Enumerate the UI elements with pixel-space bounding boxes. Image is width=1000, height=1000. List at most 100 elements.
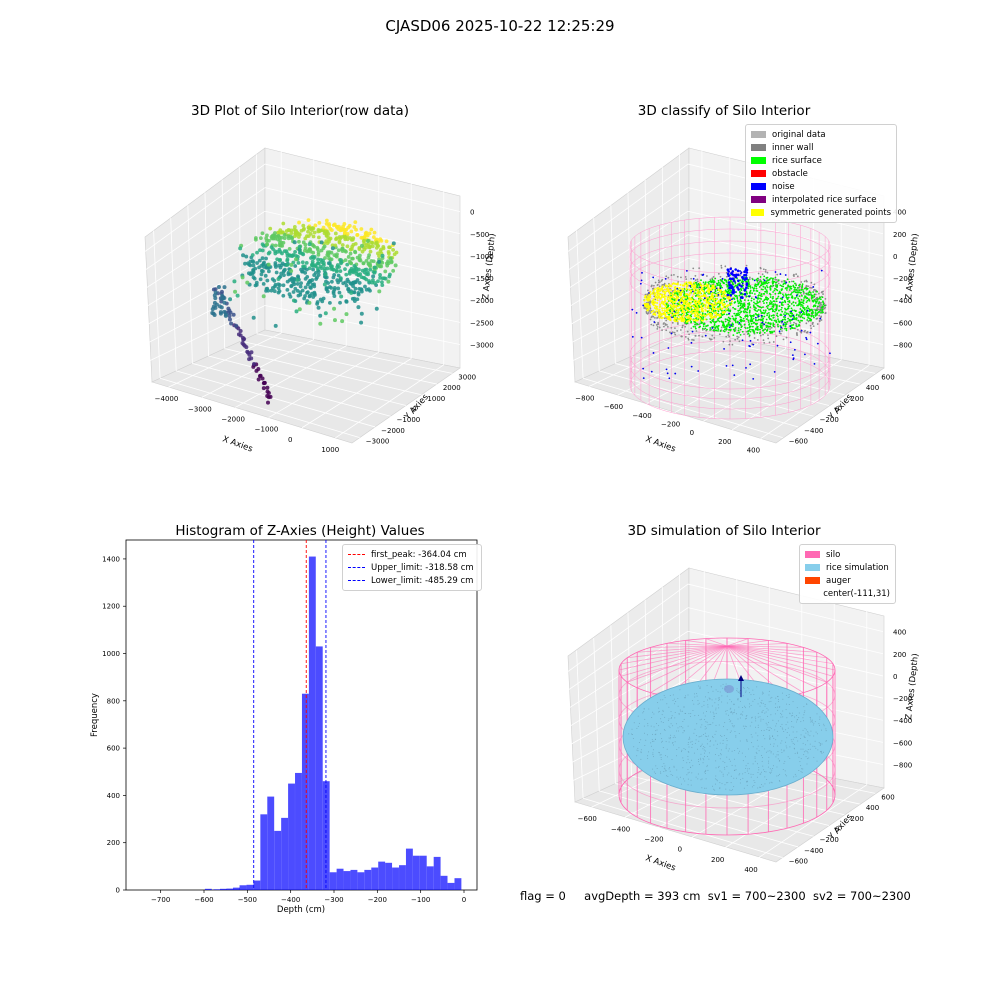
plot4-rice-dot bbox=[652, 711, 654, 713]
plot4-rice-dot bbox=[805, 732, 807, 734]
plot2-point bbox=[727, 297, 730, 300]
plot2-point bbox=[758, 300, 761, 303]
plot2-point bbox=[696, 319, 699, 322]
plot2-point bbox=[793, 304, 795, 307]
plot2-point bbox=[772, 314, 775, 317]
plot2-point bbox=[704, 327, 707, 330]
plot1-point bbox=[300, 269, 305, 274]
plot4-rice-dot bbox=[803, 735, 805, 737]
plot1-point bbox=[388, 272, 392, 277]
plot2-point bbox=[688, 282, 691, 285]
plot2-point bbox=[820, 311, 822, 314]
plot2-point bbox=[775, 281, 778, 284]
plot1-point bbox=[240, 273, 245, 278]
plot2-point bbox=[713, 281, 716, 283]
plot2-point bbox=[701, 314, 704, 317]
plot2-point bbox=[714, 287, 717, 290]
plot2-point bbox=[678, 289, 681, 292]
plot2-point bbox=[817, 311, 820, 314]
plot2-point bbox=[801, 284, 804, 287]
plot1-point bbox=[366, 270, 370, 275]
plot2-point bbox=[782, 294, 785, 297]
plot4-rice-dot bbox=[776, 754, 778, 756]
plot1-point bbox=[380, 260, 385, 265]
plot2-point bbox=[661, 288, 664, 291]
plot2-point bbox=[712, 287, 715, 289]
plot2-point bbox=[649, 307, 652, 309]
plot2-point bbox=[757, 297, 760, 299]
plot2-point bbox=[767, 326, 770, 329]
plot2-point bbox=[723, 303, 726, 306]
plot2-point bbox=[705, 297, 708, 300]
plot2-point bbox=[754, 309, 757, 312]
plot4-rice-dot bbox=[751, 742, 753, 744]
plot2-point bbox=[700, 284, 703, 287]
plot2-point bbox=[687, 304, 690, 307]
plot2-point bbox=[762, 278, 765, 281]
plot1-point bbox=[273, 249, 278, 254]
plot2-ztick: −400 bbox=[893, 297, 912, 305]
plot2-point bbox=[709, 285, 712, 288]
plot2-point bbox=[646, 297, 649, 300]
plot1-point bbox=[328, 264, 333, 268]
plot4-rice-dot bbox=[728, 718, 730, 720]
plot2-point bbox=[800, 294, 803, 296]
plot1-point bbox=[350, 256, 355, 261]
plot1-point bbox=[344, 312, 349, 317]
plot4-rice-dot bbox=[748, 768, 750, 770]
plot2-point bbox=[787, 284, 790, 287]
plot2-point bbox=[714, 316, 717, 319]
plot4-rice-dot bbox=[767, 762, 769, 764]
plot2-point bbox=[725, 308, 728, 311]
plot2-point bbox=[676, 283, 679, 286]
plot2-point bbox=[765, 289, 768, 291]
plot2-point bbox=[734, 281, 737, 284]
plot2-point bbox=[691, 330, 694, 333]
plot1-point bbox=[321, 225, 326, 230]
plot2-point bbox=[784, 308, 787, 311]
plot2-point bbox=[680, 313, 683, 316]
plot2-point bbox=[735, 312, 738, 315]
plot2-point bbox=[674, 291, 677, 294]
plot2-point bbox=[753, 337, 756, 339]
plot2-point bbox=[744, 268, 748, 272]
plot1-point bbox=[251, 275, 256, 280]
plot1-point bbox=[281, 283, 286, 288]
plot4-rice-dot bbox=[656, 768, 658, 770]
plot4-rice-dot bbox=[765, 722, 767, 724]
plot1-point bbox=[265, 239, 269, 243]
plot2-point bbox=[769, 332, 772, 334]
plot4-rice-dot bbox=[700, 753, 702, 755]
plot2-point bbox=[681, 299, 684, 302]
plot2-point bbox=[689, 311, 692, 314]
plot2-point bbox=[685, 322, 688, 324]
plot2-point bbox=[666, 315, 669, 318]
plot2-point bbox=[728, 317, 731, 320]
plot2-point bbox=[701, 314, 704, 317]
plot1-point bbox=[355, 255, 360, 260]
plot1-point bbox=[331, 267, 336, 272]
plot2-point bbox=[748, 285, 750, 288]
plot2-point bbox=[709, 297, 712, 300]
plot4-rice-dot bbox=[697, 773, 699, 775]
plot2-point bbox=[752, 314, 755, 317]
plot1-point bbox=[338, 258, 343, 263]
plot1-point bbox=[363, 267, 368, 272]
plot1-point bbox=[357, 267, 361, 272]
plot2-point bbox=[708, 287, 711, 290]
plot2-point bbox=[814, 309, 817, 312]
plot2-point bbox=[706, 301, 709, 304]
plot2-point bbox=[731, 285, 734, 289]
plot2-point bbox=[714, 327, 717, 330]
plot4-rice-dot bbox=[718, 755, 720, 757]
plot2-point bbox=[813, 295, 816, 298]
plot4-rice-dot bbox=[706, 766, 708, 768]
plot2-point bbox=[769, 318, 771, 321]
plot2-point bbox=[689, 314, 692, 317]
plot2-point bbox=[700, 295, 703, 298]
plot1-point bbox=[355, 297, 360, 302]
plot2-point bbox=[672, 303, 675, 306]
plot4-rice-dot bbox=[704, 696, 706, 698]
plot1-point bbox=[296, 260, 301, 265]
plot2-point bbox=[681, 307, 684, 310]
